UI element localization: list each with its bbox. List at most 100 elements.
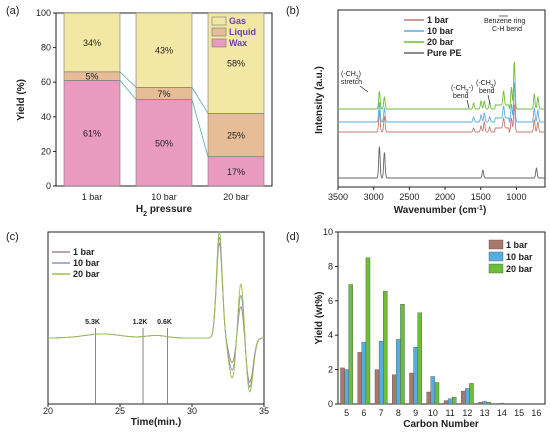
panel-c-letter: (c) [6,231,19,243]
panel-d-xtick-label: 11 [445,408,454,418]
legend-label: 1 bar [506,240,528,250]
panel-b-xtick-label: 1500 [471,192,491,202]
annot-ch3-bend: (-CH3) [476,80,496,90]
panel-d-ytick-label: 8 [328,261,333,271]
legend-swatch [488,263,504,274]
annot-ch-bend: C-H bend [492,26,522,33]
bar [365,257,371,405]
bar-data-label: 58% [227,59,245,69]
panel-a-ytick-label: 60 [41,77,51,87]
panel-c-xtick-label: 20 [43,406,53,416]
panel-d-xtick-label: 10 [428,408,438,418]
panel-d: (d) Yield (wt%) Carbon Number 0 2 4 6 8 10 5 6… [286,227,546,430]
bar [461,390,466,405]
legend-label: 10 bar [73,258,100,268]
panel-a-xtick-label: 20 bar [223,192,249,202]
panel-d-frame [337,231,546,405]
bar-gas [63,12,121,73]
annot-arrow-2 [466,99,470,109]
legend-label: 20 bar [427,37,454,47]
bar [417,312,423,405]
annot-arrow-3 [487,94,491,105]
legend-label: Pure PE [427,48,462,58]
panel-b-xtick-label: 2500 [399,192,419,202]
series-line [338,146,545,179]
series-line [338,104,545,134]
peak-marker-label: 0.6K [157,319,172,326]
panel-a-xlabel: H2 pressure [136,204,193,218]
legend-label: 10 bar [506,252,533,262]
bar [392,374,397,405]
bar [340,367,345,405]
legend-label: Liquid [229,27,256,37]
panel-d-letter: (d) [286,231,299,243]
bar [434,382,440,405]
panel-b-xtick-label: 3000 [364,192,384,202]
bar [426,391,432,405]
series-line [338,61,545,110]
bar [443,400,449,405]
bar [447,398,453,405]
panel-d-xtick-label: 15 [514,408,524,418]
bar [400,304,405,405]
bar [499,402,505,405]
panel-d-ytick-label: 0 [328,399,333,409]
bar-data-label: 17% [227,167,245,177]
panel-d-xtick-label: 5 [344,408,349,418]
bar-data-label: 25% [227,130,245,140]
panel-a-ylabel: Yield (%) [16,79,27,121]
panel-d-xtick-label: 7 [379,408,384,418]
bar-connector [191,99,209,157]
annot-ch2-bend: (-CH2-) [451,85,473,95]
panel-d-xtick-label: 8 [396,408,401,418]
panel-a: (a) Yield (%) H2 pressure 0 20 40 60 80 100 6… [6,5,273,218]
peak-marker-label: 5.3K [85,319,100,326]
panel-d-xtick-label: 13 [480,408,490,418]
panel-c-xtick-label: 35 [259,406,269,416]
bar-liquid [207,113,265,157]
legend-swatch [211,38,227,48]
bar [344,369,349,405]
legend-label: 20 bar [506,264,533,274]
bar [452,396,457,405]
legend-label: 1 bar [427,15,449,25]
bar-data-label: 61% [83,129,101,139]
panel-d-xtick-label: 9 [413,408,418,418]
bar [469,383,474,405]
bar [396,339,401,405]
panel-d-xtick-label: 16 [531,408,541,418]
peak-marker-label: 1.2K [133,319,148,326]
bar-wax [135,99,193,187]
bar [361,341,367,405]
series-line [338,82,545,124]
panel-d-ytick-label: 10 [323,227,333,237]
panel-c-xtick-label: 30 [187,406,197,416]
legend-label: 1 bar [73,247,95,257]
legend-label: Wax [229,38,247,48]
panel-b-xtick-label: 2000 [435,192,455,202]
panel-a-ytick-label: 20 [41,146,51,156]
panel-d-ytick-label: 2 [328,365,333,375]
annot-bend-2: bend [479,88,495,95]
panel-a-ytick-label: 40 [41,112,51,122]
annot-arrow-1 [359,85,369,93]
bar [413,347,418,405]
bar [430,376,436,405]
bar [482,401,487,405]
bar-connector [119,80,137,100]
bar [409,372,414,405]
bar [374,369,380,405]
panel-d-xtick-label: 14 [497,408,507,418]
bar [383,291,388,405]
panel-b-xtick-label: 3500 [328,192,348,202]
panel-c: (c) Time(min.) 20 25 30 35 5.3K 1.2K 0.6K 1 b… [6,230,269,428]
panel-d-xtick-label: 6 [361,408,366,418]
panel-a-ytick-label: 80 [41,43,51,53]
panel-a-letter: (a) [6,5,19,17]
legend-swatch [488,251,504,262]
panel-d-ylabel: Yield (wt%) [314,292,325,345]
